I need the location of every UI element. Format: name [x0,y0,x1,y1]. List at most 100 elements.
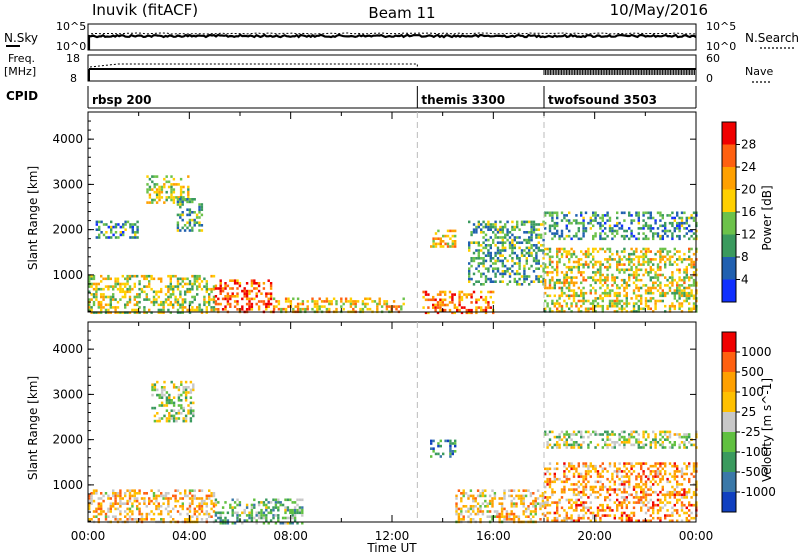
heatmap-cell [594,470,597,473]
heatmap-cell [489,225,492,229]
heatmap-cell [231,279,234,282]
heatmap-cell [269,297,273,301]
heatmap-cell [484,275,488,278]
heatmap-cell [637,483,640,486]
heatmap-cell [479,494,482,498]
heatmap-cell [265,292,268,295]
heatmap-cell [114,280,117,283]
heatmap-cell [680,506,684,510]
heatmap-cell [656,273,660,277]
heatmap-cell [506,259,509,263]
heatmap-cell [654,232,657,235]
heatmap-cell [523,249,526,252]
heatmap-cell [563,462,566,465]
heatmap-cell [439,242,442,246]
heatmap-cell [121,497,124,500]
heatmap-cell [205,494,208,498]
heatmap-cell [255,287,258,290]
heatmap-cell [556,229,559,233]
heatmap-cell [530,244,533,247]
heatmap-cell [661,294,664,298]
heatmap-cell [678,276,681,279]
heatmap-cell [568,219,571,222]
heatmap-cell [477,249,480,252]
heatmap-cell [544,472,547,476]
heatmap-cell [685,446,688,449]
heatmap-cell [659,501,662,504]
heatmap-cell [620,307,624,311]
heatmap-cell [306,300,309,303]
heatmap-cell [236,516,239,520]
heatmap-cell [181,497,184,500]
heatmap-cell [496,236,500,239]
heatmap-cell [642,284,645,287]
heatmap-cell [434,242,438,246]
heatmap-cell [599,268,602,272]
heatmap-cell [446,245,450,248]
heatmap-cell [678,229,681,233]
heatmap-cell [196,285,199,288]
heatmap-cell [673,294,676,298]
heatmap-cell [623,234,626,238]
heatmap-cell [635,501,638,504]
heatmap-cell [316,305,319,308]
heatmap-cell [203,277,206,281]
heatmap-cell [487,238,490,242]
heatmap-cell [475,306,478,309]
heatmap-cell [513,238,516,242]
heatmap-cell [525,251,528,255]
heatmap-cell [568,289,571,292]
heatmap-cell [458,298,461,302]
heatmap-cell [661,291,664,295]
heatmap-cell [676,263,679,266]
heatmap-cell [88,494,91,498]
heatmap-cell [265,516,268,520]
heatmap-cell [112,515,115,518]
heatmap-cell [439,308,442,312]
heatmap-cell [470,264,473,268]
heatmap-cell [172,414,176,418]
heatmap-cell [179,200,182,204]
heatmap-cell [88,505,91,508]
heatmap-cell [480,223,483,226]
heatmap-cell [690,284,693,287]
heatmap-cell [133,497,136,500]
heatmap-cell [644,304,648,308]
heatmap-cell [668,286,672,290]
heatmap-cell [494,272,497,276]
heatmap-cell [226,302,230,306]
heatmap-cell [560,255,564,259]
velocity-colorbar-label: Velocity [m s^-1] [760,378,774,482]
heatmap-cell [548,286,552,290]
heatmap-cell [623,294,626,298]
heatmap-cell [179,203,182,206]
heatmap-cell [157,290,160,294]
heatmap-cell [205,311,208,314]
heatmap-cell [109,298,112,301]
heatmap-cell [451,245,454,248]
heatmap-cell [516,254,519,257]
heatmap-cell [119,282,122,286]
heatmap-cell [121,502,124,505]
heatmap-cell [540,280,543,283]
heatmap-cell [480,275,483,278]
heatmap-cell [568,286,571,290]
heatmap-cell [354,300,357,303]
heatmap-cell [468,280,471,283]
heatmap-cell [546,483,549,486]
heatmap-cell [187,175,190,178]
heatmap-cell [589,307,592,311]
heatmap-cell [511,257,514,260]
freq-tick-bottom: 8 [70,72,77,85]
heatmap-cell [126,518,129,521]
heatmap-cell [200,208,204,211]
heatmap-cell [467,497,470,500]
heatmap-cell [152,518,156,521]
heatmap-cell [558,297,561,300]
heatmap-cell [175,196,178,199]
heatmap-cell [661,475,664,478]
heatmap-cell [594,281,597,285]
heatmap-cell [568,516,571,520]
heatmap-cell [659,509,662,512]
heatmap-cell [501,262,504,265]
